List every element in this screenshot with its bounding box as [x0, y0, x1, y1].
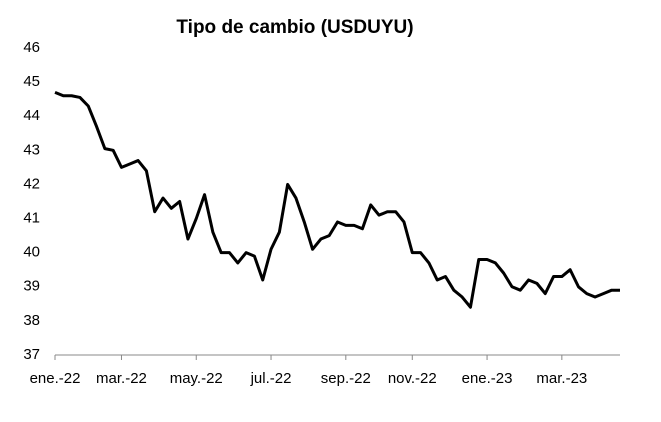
line-series: [54, 90, 620, 309]
x-tick-label: ene.-23: [462, 370, 513, 387]
x-tick-label: jul.-22: [250, 370, 292, 387]
y-tick-label: 43: [23, 141, 40, 158]
y-tick-label: 46: [23, 39, 40, 56]
y-tick-label: 41: [23, 210, 40, 227]
x-tick-label: nov.-22: [388, 370, 437, 387]
y-tick-label: 42: [23, 175, 40, 192]
chart-title: Tipo de cambio (USDUYU): [176, 17, 413, 38]
x-tick-label: sep.-22: [321, 370, 371, 387]
x-tick-label: mar.-23: [536, 370, 587, 387]
y-tick-label: 37: [23, 346, 40, 363]
y-tick-label: 44: [23, 107, 40, 124]
y-tick-label: 39: [23, 278, 40, 295]
x-tick-label: ene.-22: [30, 370, 81, 387]
y-tick-label: 38: [23, 312, 40, 329]
y-tick-label: 40: [23, 244, 40, 261]
x-tick-label: may.-22: [170, 370, 223, 387]
x-tick-label: mar.-22: [96, 370, 147, 387]
y-tick-label: 45: [23, 73, 40, 90]
